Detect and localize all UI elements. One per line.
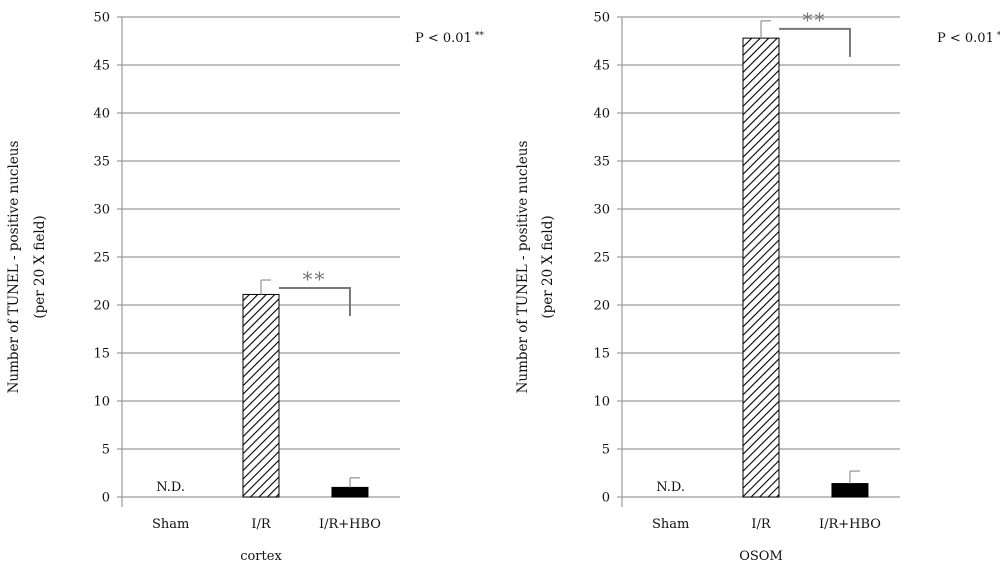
- x-category-label: I/R: [751, 517, 772, 532]
- y-tick-label: 35: [593, 155, 610, 170]
- y-tick-label: 50: [93, 11, 110, 26]
- y-axis-label-sub: (per 20 X field): [32, 215, 48, 318]
- x-axis-label: cortex: [240, 549, 282, 564]
- x-category-label: Sham: [652, 517, 689, 532]
- y-tick-label: 45: [93, 59, 110, 74]
- x-category-label: I/R: [251, 517, 272, 532]
- bar-label: N.D.: [656, 480, 685, 495]
- y-axis-label: Number of TUNEL - positive nucleus: [6, 141, 22, 394]
- y-tick-label: 0: [102, 491, 110, 506]
- significance-marker: **: [302, 267, 326, 291]
- y-axis-label: Number of TUNEL - positive nucleus: [515, 141, 531, 394]
- y-tick-label: 40: [593, 107, 610, 122]
- y-tick-label: 0: [602, 491, 610, 506]
- bar-label: N.D.: [156, 480, 185, 495]
- y-tick-label: 45: [593, 59, 610, 74]
- y-tick-label: 10: [93, 395, 110, 410]
- bar-i-r: [742, 37, 780, 498]
- x-category-label: I/R+HBO: [319, 517, 381, 532]
- x-category-label: Sham: [152, 517, 189, 532]
- chart-panel-2: 0 5 10 15 20 25 30 35 40 45 50 N.D. Sham I/R I/R+HBO **…: [515, 8, 1000, 564]
- y-tick-label: 40: [93, 107, 110, 122]
- y-tick-label: 15: [93, 347, 110, 362]
- x-axis-label: OSOM: [739, 549, 783, 564]
- y-tick-label: 25: [93, 251, 110, 266]
- bar-i-r-hbo: [331, 486, 369, 498]
- bar-i-r: [242, 293, 280, 498]
- y-tick-label: 30: [593, 203, 610, 218]
- y-tick-label: 5: [602, 443, 610, 458]
- y-tick-label: 15: [593, 347, 610, 362]
- y-tick-label: 5: [102, 443, 110, 458]
- y-tick-label: 20: [93, 299, 110, 314]
- y-tick-label: 35: [93, 155, 110, 170]
- x-category-label: I/R+HBO: [819, 517, 881, 532]
- y-tick-label: 50: [593, 11, 610, 26]
- bar-i-r-hbo: [831, 483, 869, 498]
- significance-marker: **: [802, 8, 826, 32]
- p-value-annotation: P < 0.01**: [415, 31, 484, 46]
- significance-bracket: [279, 287, 351, 317]
- y-axis-label-sub: (per 20 X field): [540, 215, 556, 318]
- y-tick-label: 30: [93, 203, 110, 218]
- y-tick-label: 25: [593, 251, 610, 266]
- chart-panel-1: 0 5 10 15 20 25 30 35 40 45 50 N.D. Sham I/R I/R+HBO **…: [6, 11, 484, 565]
- y-tick-label: 10: [593, 395, 610, 410]
- p-value-annotation: P < 0.01**: [937, 31, 1000, 46]
- significance-bracket: [779, 27, 851, 57]
- y-tick-label: 20: [593, 299, 610, 314]
